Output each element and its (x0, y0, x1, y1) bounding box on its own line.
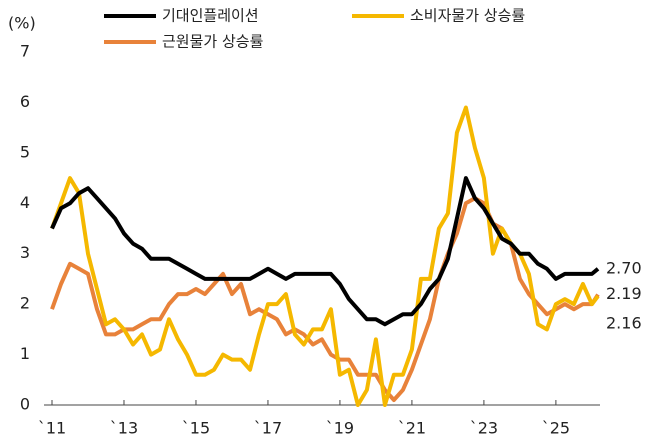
x-tick-label: `13 (110, 419, 138, 438)
x-tick-label: `21 (398, 419, 426, 438)
series-line (50, 196, 600, 402)
x-tick-label: `11 (38, 419, 66, 438)
y-tick-label: 5 (20, 142, 30, 161)
series-line (50, 176, 600, 327)
legend-label: 소비자물가 상승률 (410, 7, 525, 25)
y-tick-label: 2 (20, 294, 30, 313)
x-tick-label: `19 (326, 419, 354, 438)
legend-label: 기대인플레이션 (162, 7, 259, 25)
y-axis-label: (%) (8, 14, 36, 33)
value-label: 2.16 (606, 314, 642, 333)
value-label: 2.70 (606, 258, 642, 277)
y-tick-label: 3 (20, 243, 30, 262)
y-tick-label: 1 (20, 344, 30, 363)
y-tick-label: 7 (20, 42, 30, 61)
x-tick-label: `17 (254, 419, 282, 438)
legend-label: 근원물가 상승률 (162, 33, 264, 51)
x-tick-label: `25 (542, 419, 570, 438)
y-tick-label: 0 (20, 395, 30, 414)
y-tick-label: 4 (20, 193, 30, 212)
y-tick-label: 6 (20, 92, 30, 111)
value-label: 2.19 (606, 284, 642, 303)
x-tick-label: `23 (470, 419, 498, 438)
x-tick-label: `15 (182, 419, 210, 438)
